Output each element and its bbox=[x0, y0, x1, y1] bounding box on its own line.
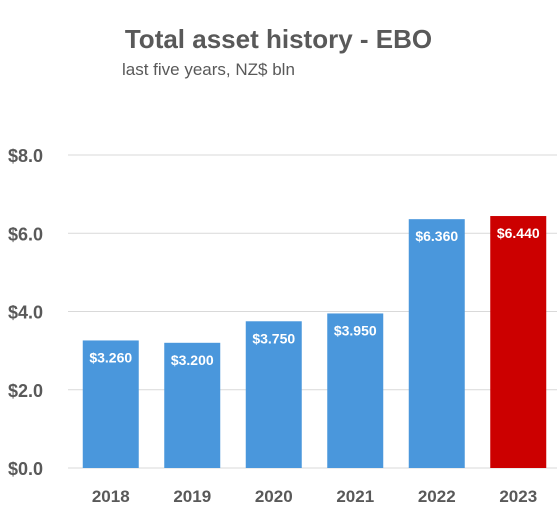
y-tick-label: $4.0 bbox=[8, 303, 43, 323]
y-tick-label: $2.0 bbox=[8, 381, 43, 401]
bar-2021 bbox=[327, 313, 384, 468]
data-label: $3.260 bbox=[89, 349, 132, 365]
data-labels: $3.260 $3.200 $3.750 $3.950 $6.360 $6.440 bbox=[89, 225, 540, 368]
bar-2020 bbox=[245, 321, 302, 468]
y-axis-ticks: $0.0 $2.0 $4.0 $6.0 $8.0 bbox=[8, 146, 43, 479]
x-tick-label: 2022 bbox=[418, 487, 456, 506]
bar-2022 bbox=[408, 219, 465, 468]
y-tick-label: $8.0 bbox=[8, 146, 43, 166]
data-label: $3.200 bbox=[171, 352, 214, 368]
x-tick-label: 2018 bbox=[92, 487, 130, 506]
data-label: $3.950 bbox=[334, 322, 377, 338]
x-tick-label: 2023 bbox=[499, 487, 537, 506]
data-label: $6.360 bbox=[415, 228, 458, 244]
x-tick-label: 2019 bbox=[173, 487, 211, 506]
x-tick-label: 2020 bbox=[255, 487, 293, 506]
data-label: $6.440 bbox=[497, 225, 540, 241]
chart-title: Total asset history - EBO bbox=[124, 24, 433, 54]
x-tick-label: 2021 bbox=[336, 487, 374, 506]
y-tick-label: $0.0 bbox=[8, 459, 43, 479]
bars bbox=[82, 216, 547, 468]
y-tick-label: $6.0 bbox=[8, 224, 43, 244]
data-label: $3.750 bbox=[252, 330, 295, 346]
bar-2023 bbox=[490, 216, 547, 468]
chart-subtitle: last five years, NZ$ bln bbox=[122, 60, 295, 79]
bar-2018 bbox=[82, 340, 139, 468]
x-axis-ticks: 2018 2019 2020 2021 2022 2023 bbox=[92, 487, 537, 506]
bar-2019 bbox=[164, 342, 221, 468]
grid-lines bbox=[68, 154, 557, 469]
